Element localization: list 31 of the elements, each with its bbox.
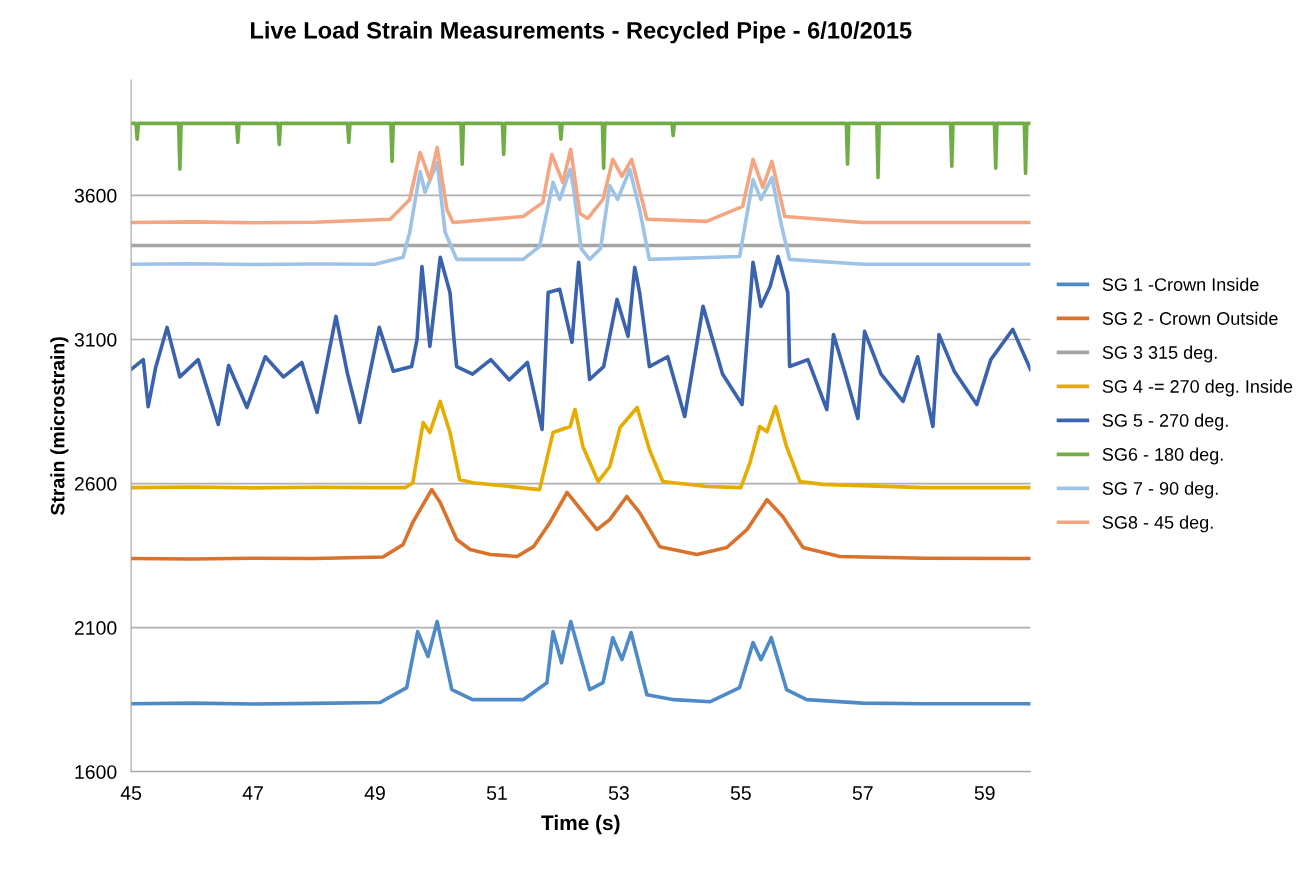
line-series [131, 619, 1031, 706]
legend-label: SG 7 - 90 deg. [1102, 481, 1218, 499]
y-tick-label: 1600 [75, 765, 117, 779]
x-tick-label: 45 [120, 786, 142, 800]
legend-label: SG 1 -Crown Inside [1102, 277, 1259, 291]
x-axis-title: Time (s) [541, 814, 620, 835]
y-tick-label: 2100 [74, 621, 117, 635]
x-tick-label: 51 [486, 786, 507, 800]
legend-label: SG6 - 180 deg. [1102, 447, 1223, 465]
x-tick-label: 53 [608, 786, 629, 800]
legend-label: SG8 - 45 deg. [1102, 515, 1213, 533]
legend-label: SG 5 - 270 deg. [1102, 413, 1228, 431]
legend-label: SG 3 315 deg. [1102, 345, 1217, 363]
chart-title: Live Load Strain Measurements - Recycled Pipe - 6/10/2015 [251, 21, 912, 44]
line-series [131, 121, 1031, 180]
y-tick-label: 3100 [74, 332, 117, 347]
x-tick-label: 49 [364, 786, 385, 800]
x-tick-label: 59 [974, 786, 995, 800]
line-series [131, 160, 1031, 267]
line-series [131, 399, 1031, 492]
line-series [131, 487, 1031, 561]
y-tick-label: 2600 [74, 477, 117, 491]
line-series [131, 254, 1031, 432]
x-tick-label: 57 [852, 786, 873, 800]
legend-label: SG 4 -= 270 deg. Inside [1102, 379, 1293, 397]
line-series [131, 145, 1031, 225]
y-tick-label: 3600 [74, 188, 117, 203]
x-tick-label: 47 [242, 786, 263, 800]
y-axis-title: Strain (microstrain) [50, 337, 69, 516]
legend-label: SG 2 - Crown Outside [1102, 311, 1278, 325]
x-tick-label: 55 [730, 786, 751, 800]
